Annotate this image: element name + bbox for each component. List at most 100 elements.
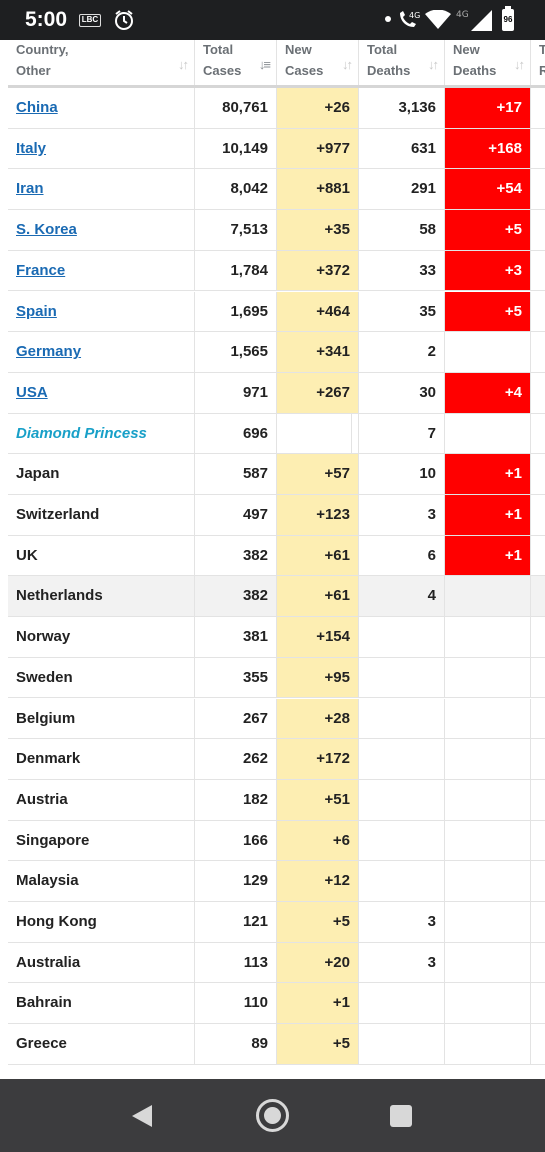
total-deaths-cell: 291	[359, 169, 445, 210]
new-deaths-cell: +1	[445, 535, 531, 576]
sort-icon: ↓↑	[428, 57, 439, 72]
table-row: China 80,761 +26 3,136 +17	[8, 88, 545, 129]
total-deaths-cell: 10	[359, 454, 445, 494]
total-deaths-cell	[359, 820, 445, 861]
total-deaths-cell: 3	[359, 495, 445, 535]
table-row: Greece 89 +5	[8, 1024, 545, 1065]
total-deaths-cell: 2	[359, 332, 445, 372]
next-column-cell	[531, 861, 545, 901]
new-cases-cell: +26	[277, 88, 359, 128]
table-row: UK 382 +61 6 +1	[8, 535, 545, 577]
total-deaths-cell: 33	[359, 250, 445, 291]
home-circle-icon[interactable]	[256, 1099, 289, 1132]
total-deaths-cell: 3	[359, 902, 445, 942]
cell-signal-icon: 4G	[456, 8, 494, 37]
country-name: UK	[8, 535, 195, 576]
table-row: Iran 8,042 +881 291 +54	[8, 169, 545, 211]
total-cases-cell: 1,695	[195, 291, 277, 332]
country-name: Japan	[8, 454, 195, 494]
new-deaths-cell: +1	[445, 495, 531, 535]
country-name: Netherlands	[8, 576, 195, 617]
total-deaths-cell	[359, 861, 445, 901]
total-cases-cell: 1,565	[195, 332, 277, 372]
new-cases-cell: +28	[277, 698, 359, 739]
total-cases-cell: 267	[195, 698, 277, 739]
sort-icon: ↓↑	[514, 57, 525, 72]
total-deaths-cell	[359, 698, 445, 739]
sort-icon: ↓↑	[342, 57, 353, 72]
next-column-cell	[531, 251, 545, 291]
new-cases-cell: +35	[277, 210, 359, 250]
table-row: Belgium 267 +28	[8, 698, 545, 740]
total-cases-cell: 497	[195, 495, 277, 535]
country-link[interactable]: Germany	[8, 332, 195, 372]
col-header-total-deaths[interactable]: Total Deaths ↓↑	[359, 40, 445, 85]
table-row: USA 971 +267 30 +4	[8, 372, 545, 414]
new-cases-cell: +372	[277, 250, 359, 291]
country-link[interactable]: China	[8, 88, 195, 128]
total-deaths-cell: 3,136	[359, 88, 445, 128]
next-column-cell	[531, 699, 545, 739]
recents-square-icon[interactable]	[390, 1105, 412, 1127]
new-cases-cell: +61	[277, 535, 359, 576]
new-deaths-cell	[445, 861, 531, 901]
table-row: France 1,784 +372 33 +3	[8, 250, 545, 292]
new-deaths-cell	[445, 902, 531, 942]
back-triangle-icon[interactable]	[131, 1104, 153, 1133]
country-link[interactable]: Iran	[8, 169, 195, 210]
table-row: Bahrain 110 +1	[8, 983, 545, 1025]
total-deaths-cell	[359, 657, 445, 698]
col-header-total-cases[interactable]: Total Cases ↓≡	[195, 40, 277, 85]
total-cases-cell: 696	[195, 413, 277, 454]
table-row: Hong Kong 121 +5 3	[8, 902, 545, 943]
new-deaths-cell	[445, 657, 531, 698]
table-row: Denmark 262 +172	[8, 739, 545, 780]
col-header-new-deaths[interactable]: New Deaths ↓↑	[445, 40, 531, 85]
table-row: Australia 113 +20 3	[8, 942, 545, 984]
country-link[interactable]: Spain	[8, 291, 195, 332]
table-row: Italy 10,149 +977 631 +168	[8, 128, 545, 170]
alarm-clock-icon	[113, 9, 135, 36]
wifi-calling-icon: 4G	[397, 9, 421, 36]
next-column-cell	[531, 983, 545, 1023]
next-column-cell	[531, 454, 545, 494]
next-column-cell	[531, 169, 545, 209]
new-deaths-cell	[445, 698, 531, 739]
new-cases-cell	[277, 413, 359, 454]
country-link[interactable]: Italy	[8, 128, 195, 169]
country-link[interactable]: S. Korea	[8, 210, 195, 250]
country-name: Diamond Princess	[8, 413, 195, 454]
country-link[interactable]: France	[8, 250, 195, 291]
new-cases-cell: +977	[277, 128, 359, 169]
new-deaths-cell	[445, 413, 531, 454]
table-row: Switzerland 497 +123 3 +1	[8, 495, 545, 536]
sort-desc-icon: ↓≡	[258, 57, 271, 72]
country-name: Norway	[8, 617, 195, 657]
notification-dot-icon	[385, 16, 391, 22]
next-column-cell	[531, 414, 545, 454]
total-cases-cell: 80,761	[195, 88, 277, 128]
total-cases-cell: 971	[195, 372, 277, 413]
new-deaths-cell	[445, 820, 531, 861]
country-link[interactable]: USA	[8, 372, 195, 413]
new-cases-cell: +20	[277, 942, 359, 983]
total-cases-cell: 121	[195, 902, 277, 942]
navigation-bar	[0, 1079, 545, 1152]
new-cases-cell: +172	[277, 739, 359, 779]
lbc-app-icon: LBC	[79, 14, 101, 27]
total-deaths-cell	[359, 739, 445, 779]
col-header-country[interactable]: Country, Other ↓↑	[8, 40, 195, 85]
total-cases-cell: 382	[195, 535, 277, 576]
total-cases-cell: 10,149	[195, 128, 277, 169]
country-name: Switzerland	[8, 495, 195, 535]
new-deaths-cell: +54	[445, 169, 531, 210]
total-deaths-cell	[359, 617, 445, 657]
total-cases-cell: 381	[195, 617, 277, 657]
new-cases-cell: +6	[277, 820, 359, 861]
total-deaths-cell: 3	[359, 942, 445, 983]
col-header-new-cases[interactable]: New Cases ↓↑	[277, 40, 359, 85]
new-cases-cell: +95	[277, 657, 359, 698]
next-column-cell	[531, 495, 545, 535]
cases-table: China 80,761 +26 3,136 +17 Italy 10,149 +977 631…	[8, 40, 545, 1079]
